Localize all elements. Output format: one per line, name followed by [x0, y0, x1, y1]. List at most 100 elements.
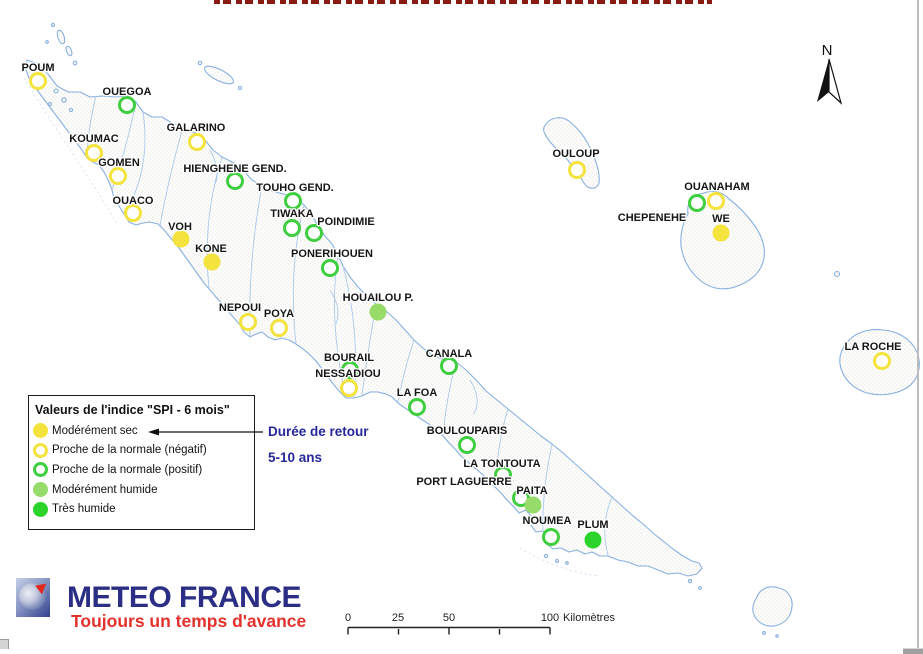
station-label-poindimie: POINDIMIE: [317, 216, 374, 228]
station-marker-poum: [29, 72, 47, 90]
islet: [775, 634, 779, 638]
station-label-ouaco: OUACO: [113, 195, 154, 207]
legend-box: Valeurs de l'indice "SPI - 6 mois" Modér…: [28, 395, 255, 530]
station-marker-tiwaka: [283, 219, 301, 237]
legend-swatch-humide-icon: [33, 482, 48, 498]
legend-items: Modérément sec Proche de la normale (néga…: [29, 421, 254, 519]
north-arrow: N: [817, 42, 843, 105]
station-label-poum: POUM: [22, 62, 55, 74]
station-marker-ouegoa: [118, 96, 136, 114]
islet: [72, 60, 78, 66]
station-marker-poya: [270, 319, 288, 337]
station-label-la-roche: LA ROCHE: [844, 341, 901, 353]
station-marker-we: [712, 224, 730, 242]
legend-swatch-tres-icon: [33, 501, 48, 517]
station-label-canala: CANALA: [426, 348, 472, 360]
legend-swatch-sec-icon: [33, 423, 48, 439]
station-marker-gomen: [109, 167, 127, 185]
station-label-poya: POYA: [264, 308, 294, 320]
station-marker-voh: [172, 230, 190, 248]
station-label-kone: KONE: [195, 243, 227, 255]
station-marker-la-roche: [873, 352, 891, 370]
station-label-touho-gend: TOUHO GEND.: [256, 182, 333, 194]
station-label-nessadiou: NESSADIOU: [315, 368, 380, 380]
station-label-houailou-p: HOUAILOU P.: [343, 292, 414, 304]
islet: [68, 107, 74, 113]
globe-icon: [19, 583, 46, 610]
islet: [197, 60, 203, 66]
legend-label: Modérément sec: [52, 424, 138, 437]
station-label-port-laguerre: PORT LAGUERRE: [416, 476, 511, 488]
legend-title: Valeurs de l'indice "SPI - 6 mois": [35, 403, 230, 417]
legend-item-humide: Modérément humide: [29, 480, 254, 500]
islet: [47, 101, 53, 107]
station-marker-chepenehe: [688, 194, 706, 212]
islet: [237, 85, 243, 91]
islet: [554, 558, 560, 564]
station-label-noumea: NOUMEA: [523, 515, 572, 527]
islet: [50, 22, 56, 28]
islet: [203, 65, 235, 85]
stations-layer: [29, 72, 891, 549]
station-label-paita: PAITA: [516, 485, 547, 497]
station-label-plum: PLUM: [577, 519, 608, 531]
station-label-ouanaham: OUANAHAM: [684, 181, 749, 193]
station-marker-la-foa: [408, 398, 426, 416]
station-marker-ouloup: [568, 161, 586, 179]
station-marker-nepoui: [239, 313, 257, 331]
scalebar: 0 25 50 100 Kilomètres: [345, 612, 615, 635]
station-marker-galarino: [188, 133, 206, 151]
station-marker-poindimie: [305, 224, 323, 242]
window-bottom-left-corner: [0, 639, 9, 649]
annotation-line2: 5-10 ans: [268, 450, 323, 465]
scalebar-tick-0: 0: [345, 612, 351, 624]
station-marker-canala: [440, 357, 458, 375]
logo-tagline-text: Toujours un temps d'avance: [71, 611, 307, 631]
legend-item-tres: Très humide: [29, 499, 254, 519]
station-label-hienghene-gend: HIENGHENE GEND.: [183, 163, 286, 175]
north-arrow-right-half: [828, 58, 843, 105]
boundaries-layer: [23, 77, 613, 577]
station-marker-kone: [203, 253, 221, 271]
station-marker-la-tontouta: [494, 466, 512, 484]
islet: [45, 40, 49, 44]
island-ile-des-pins: [752, 586, 793, 627]
cut-off-title-remnant: [214, 0, 712, 4]
station-label-koumac: KOUMAC: [69, 133, 119, 145]
station-label-galarino: GALARINO: [167, 122, 226, 134]
station-marker-ouaco: [124, 204, 142, 222]
annotation-arrow: [148, 428, 263, 436]
station-label-gomen: GOMEN: [98, 157, 140, 169]
station-label-tiwaka: TIWAKA: [270, 208, 313, 220]
logo-square: [16, 578, 50, 617]
islet: [543, 553, 549, 559]
station-marker-ponerihouen: [321, 259, 339, 277]
station-labels-layer: POUM OUEGOA GALARINO KOUMAC GOMEN HIENGHENE G…: [20, 61, 903, 533]
legend-swatch-pos-icon: [33, 462, 48, 478]
north-arrow-label: N: [822, 42, 833, 59]
station-label-voh: VOH: [168, 221, 192, 233]
window-right-edge: [917, 0, 919, 654]
station-label-we: WE: [712, 213, 730, 225]
scalebar-unit: Kilomètres: [563, 612, 615, 624]
legend-item-sec: Modérément sec: [29, 421, 254, 441]
legend-item-pos: Proche de la normale (positif): [29, 460, 254, 480]
logo-brand-text: METEO FRANCE: [67, 581, 302, 614]
station-label-boulouparis: BOULOUPARIS: [427, 425, 507, 437]
islet: [565, 561, 569, 565]
legend-label: Modérément humide: [52, 483, 158, 496]
legend-swatch-neg-icon: [33, 442, 48, 458]
station-label-ouloup: OULOUP: [552, 148, 599, 160]
station-label-la-foa: LA FOA: [397, 387, 438, 399]
station-label-la-tontouta: LA TONTOUTA: [463, 458, 540, 470]
legend-label: Proche de la normale (positif): [52, 463, 203, 476]
return-period-annotation: Durée de retour 5-10 ans: [268, 419, 369, 471]
scalebar-tick-25: 25: [392, 612, 404, 624]
legend-item-neg: Proche de la normale (négatif): [29, 441, 254, 461]
station-marker-nessadiou: [340, 379, 358, 397]
islet: [53, 88, 59, 94]
scalebar-tick-100: 100: [541, 612, 559, 624]
station-marker-noumea: [542, 528, 560, 546]
north-arrow-left-half: [817, 59, 829, 102]
